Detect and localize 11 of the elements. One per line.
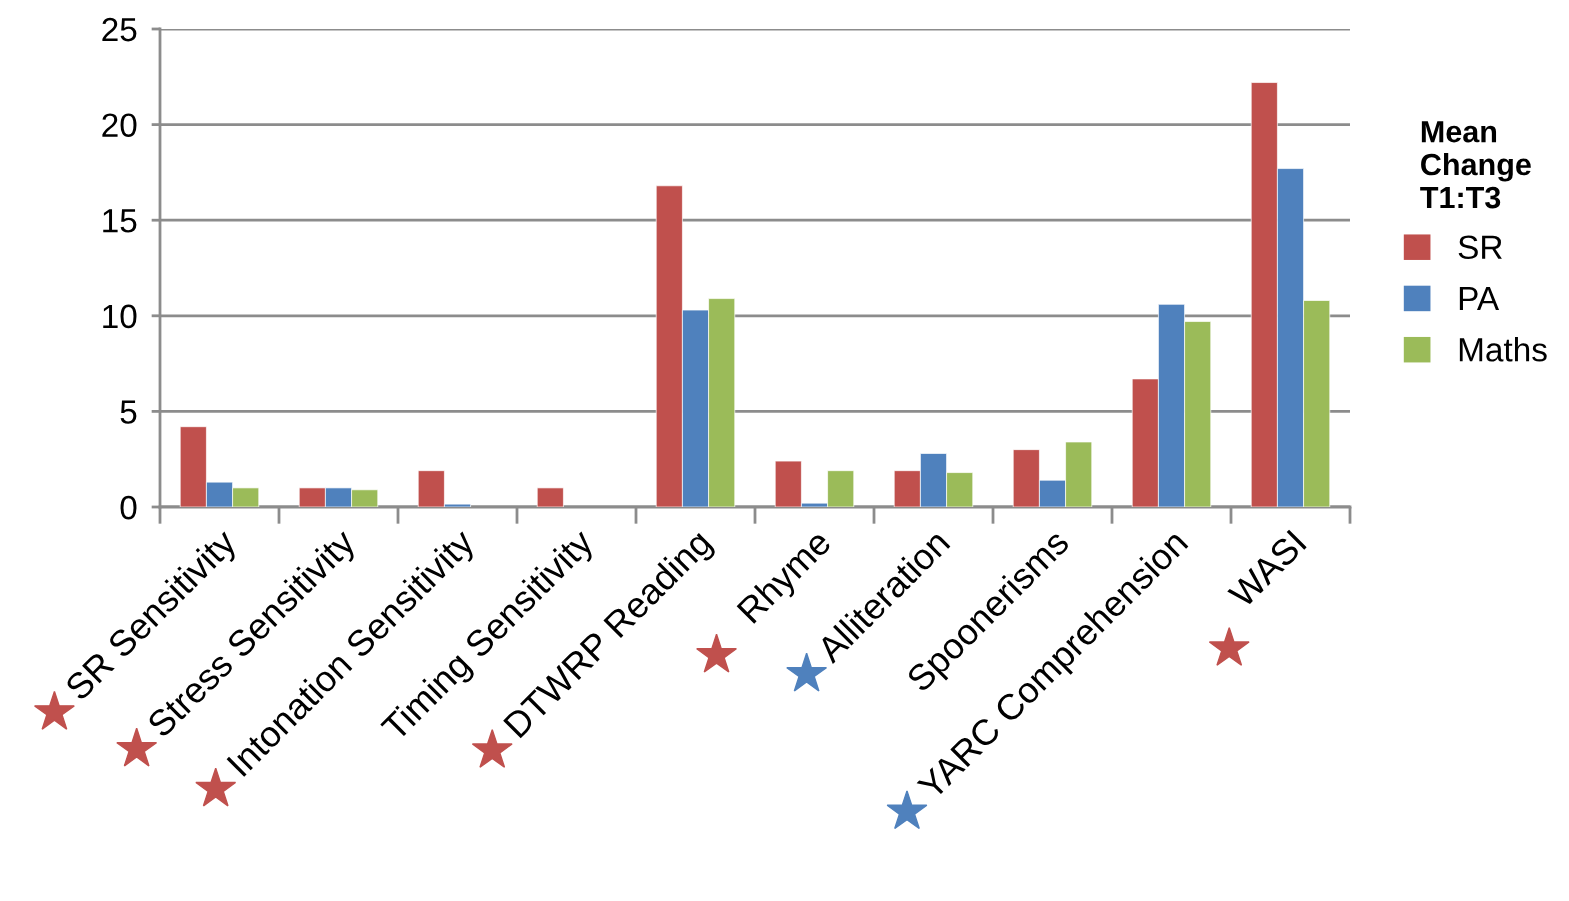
- legend-title: Mean Change T1:T3: [1420, 121, 1531, 209]
- y-tick-label: 25: [102, 17, 137, 42]
- legend-label: Maths: [1459, 337, 1547, 362]
- y-tick-label: 0: [120, 495, 137, 520]
- bar: [536, 487, 564, 507]
- legend-label: SR: [1458, 235, 1502, 260]
- y-tick-label: 10: [103, 304, 137, 329]
- legend-label: PA: [1459, 287, 1500, 311]
- y-tick-label: 15: [103, 209, 137, 233]
- y-tick-label: 5: [120, 400, 137, 424]
- y-tick-label: 20: [102, 113, 137, 138]
